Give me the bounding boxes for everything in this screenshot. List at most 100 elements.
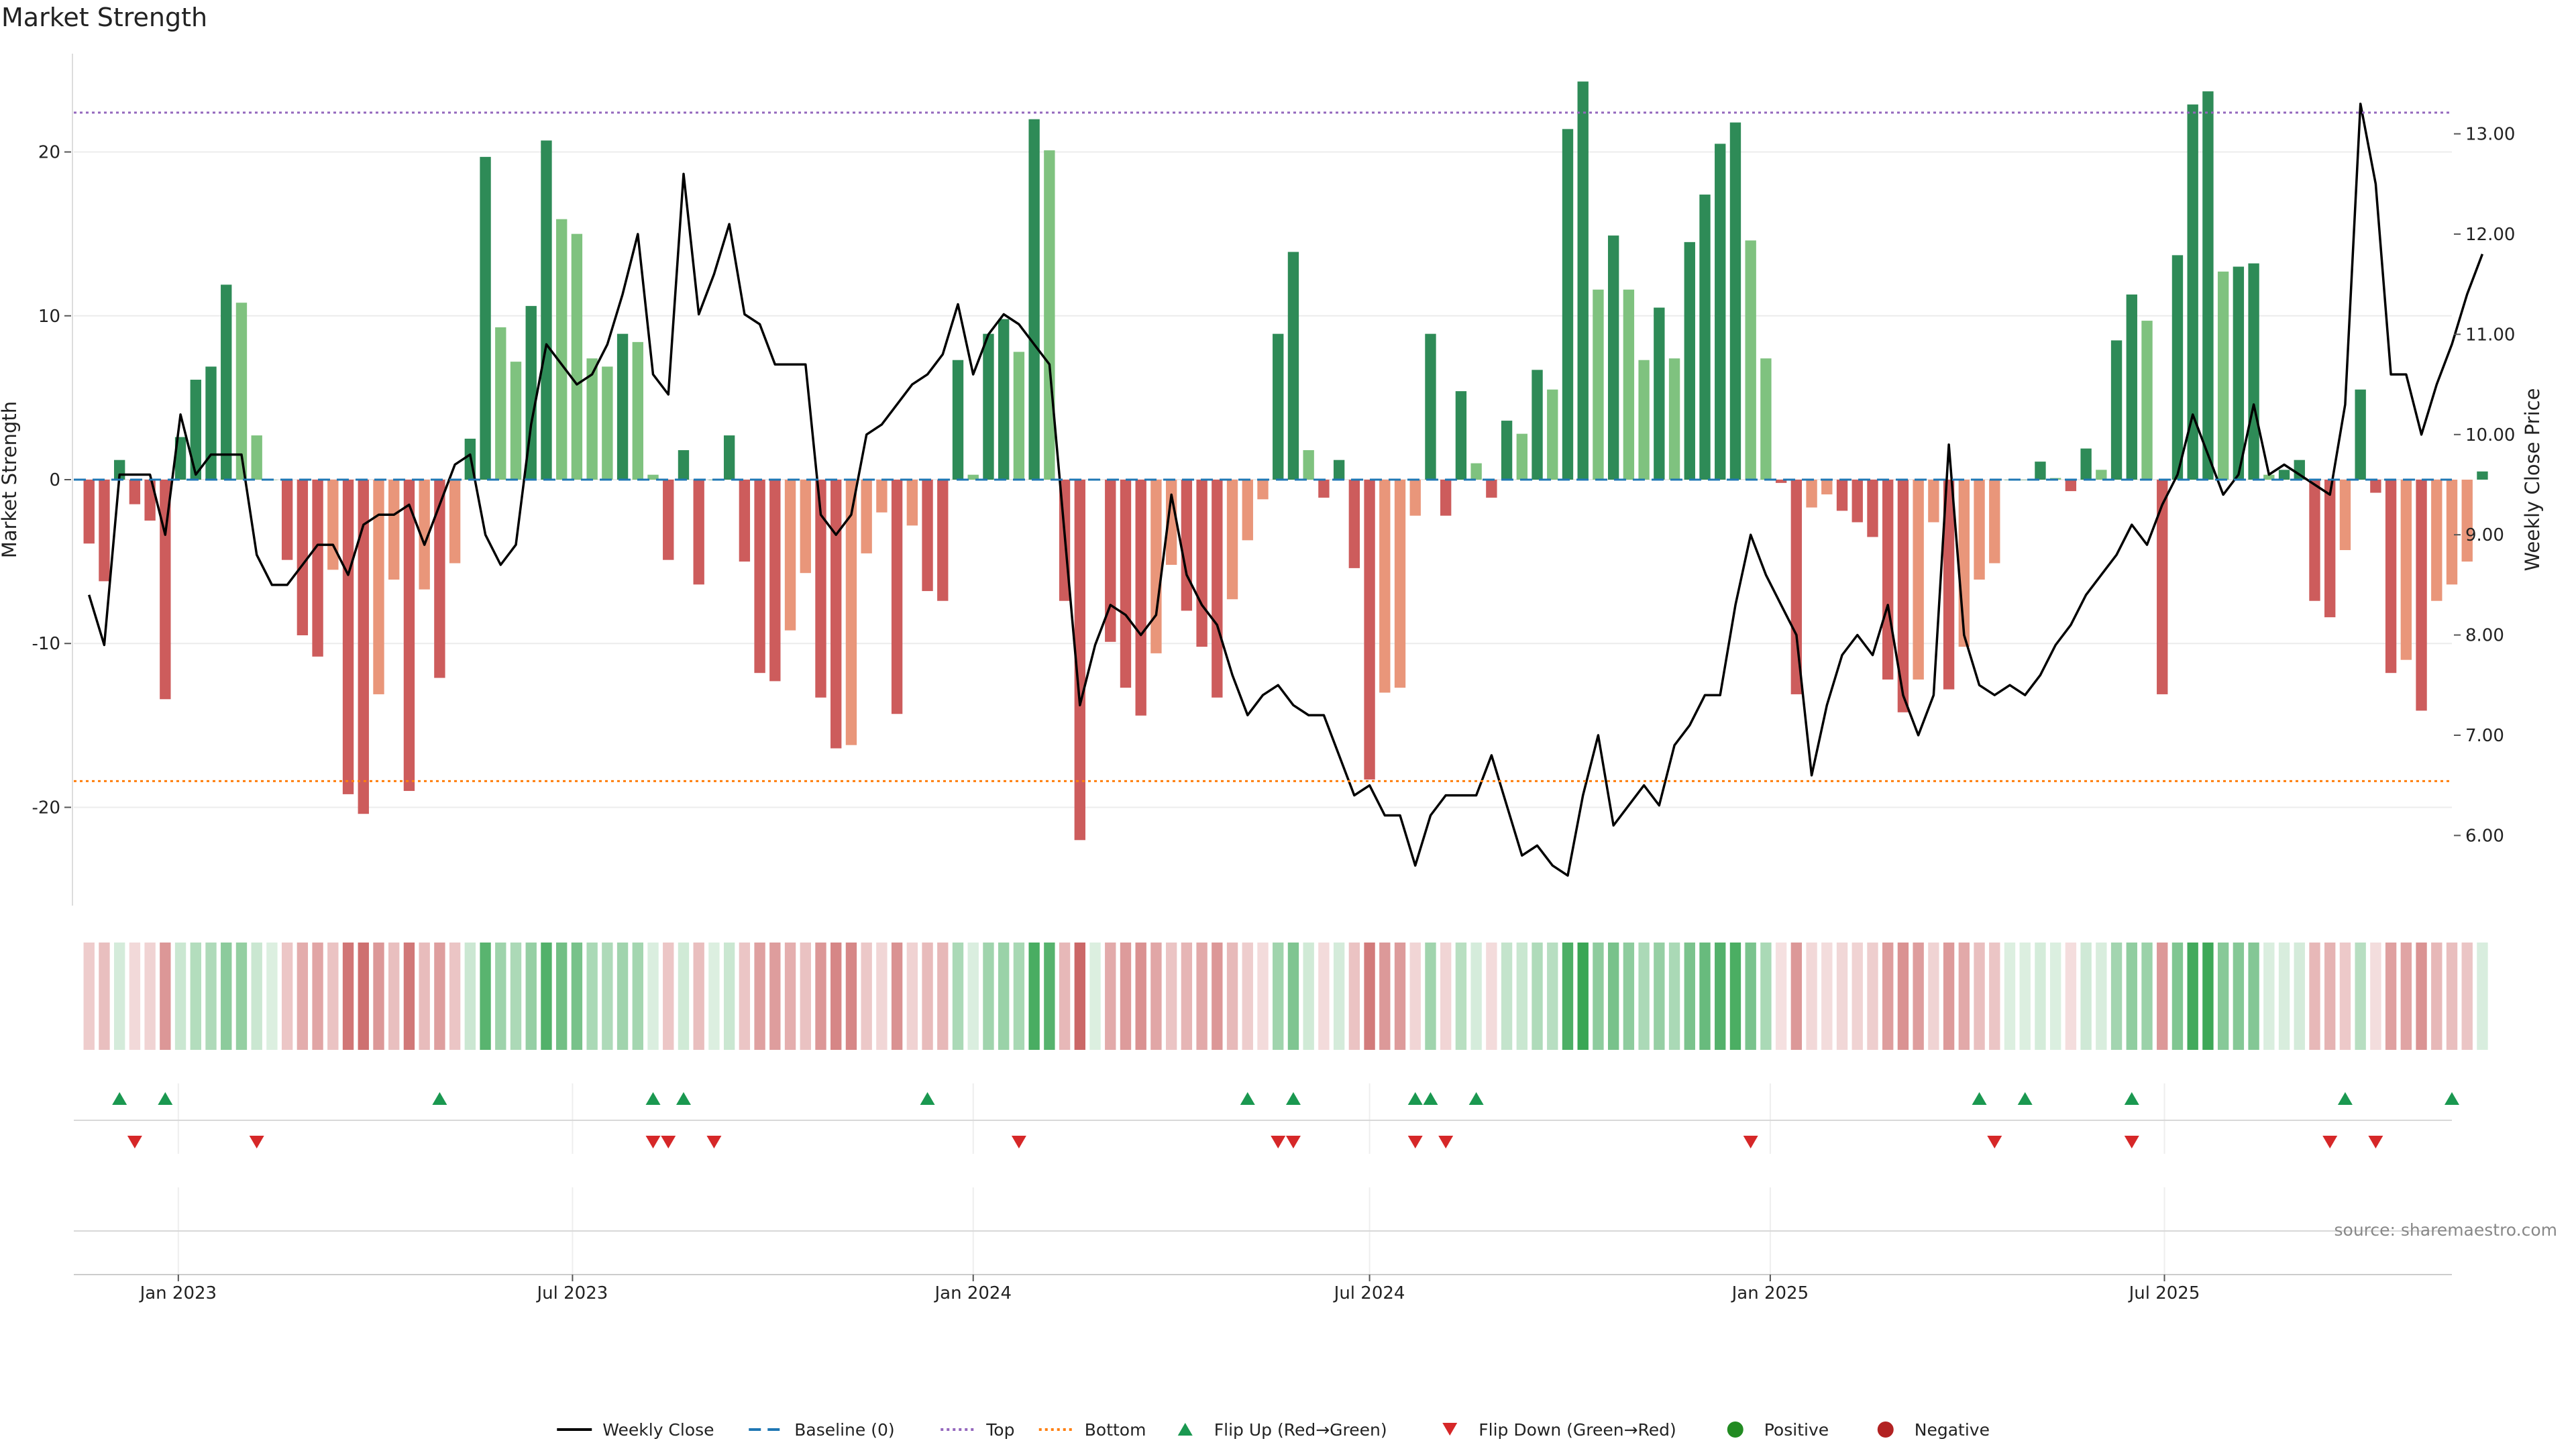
- flip-down-marker: [706, 1136, 722, 1148]
- strength-bar: [358, 480, 369, 814]
- x-tick-label: Jan 2024: [933, 1283, 1012, 1303]
- heat-cell: [1897, 943, 1909, 1050]
- legend-label: Bottom: [1085, 1420, 1146, 1440]
- heat-cell: [1623, 943, 1635, 1050]
- strength-bar: [1775, 480, 1787, 483]
- strength-bar: [555, 219, 568, 480]
- flip-up-marker: [1285, 1092, 1301, 1105]
- heat-cell: [739, 943, 751, 1050]
- axes: -20 -10 0 10 20 6.00 7.00 8.00 9.00 10.00 11.00 12.…: [0, 54, 2544, 906]
- flip-down-marker: [645, 1136, 661, 1148]
- heat-cell: [2416, 943, 2427, 1050]
- strength-bar: [1715, 144, 1726, 480]
- strength-bar: [2446, 480, 2458, 585]
- strength-bar: [1409, 480, 1421, 516]
- heat-cell: [1715, 943, 1726, 1050]
- strength-bar: [1806, 480, 1817, 508]
- heat-cell: [1303, 943, 1314, 1050]
- heat-cell: [388, 943, 400, 1050]
- flip-down-marker: [661, 1136, 676, 1148]
- heat-cell: [510, 943, 522, 1050]
- heat-cell: [190, 943, 201, 1050]
- heat-cell: [129, 943, 141, 1050]
- heat-cell: [2431, 943, 2443, 1050]
- strength-bar: [830, 480, 842, 749]
- flip-down-marker: [127, 1136, 142, 1148]
- heat-cell: [2202, 943, 2214, 1050]
- strength-bar: [525, 306, 537, 480]
- flip-up-marker: [1972, 1092, 1987, 1105]
- heat-cell: [83, 943, 95, 1050]
- heat-cell: [205, 943, 217, 1050]
- x-tick-label: Jul 2024: [1333, 1283, 1405, 1303]
- heat-cell: [861, 943, 872, 1050]
- strength-bar: [2096, 470, 2107, 480]
- heat-cell: [2477, 943, 2488, 1050]
- heat-cell: [1532, 943, 1543, 1050]
- strength-bar: [1593, 289, 1604, 480]
- heat-cell: [800, 943, 811, 1050]
- heat-cell: [1577, 943, 1589, 1050]
- heat-cell: [1928, 943, 1939, 1050]
- strength-bar: [480, 156, 491, 480]
- heat-cell: [1242, 943, 1253, 1050]
- strength-bar: [205, 366, 217, 480]
- heat-cell: [1059, 943, 1071, 1050]
- heat-cell: [967, 943, 979, 1050]
- y2-tick-label: 6.00: [2465, 826, 2504, 846]
- y2-tick-label: 13.00: [2465, 125, 2515, 145]
- strength-bar: [1455, 391, 1467, 480]
- strength-bar: [1440, 480, 1452, 516]
- flip-down-marker: [2124, 1136, 2139, 1148]
- legend-label: Weekly Close: [602, 1420, 714, 1440]
- strength-bar: [2278, 470, 2290, 480]
- strength-bar: [1273, 333, 1284, 480]
- flip-up-marker: [112, 1092, 127, 1105]
- heat-cell: [358, 943, 369, 1050]
- heat-cell: [449, 943, 461, 1050]
- heat-cell: [2248, 943, 2259, 1050]
- heat-cell: [1212, 943, 1223, 1050]
- strength-bar: [1913, 480, 1924, 680]
- strength-bar: [1120, 480, 1132, 688]
- flip-up-marker: [645, 1092, 661, 1105]
- heat-cell: [693, 943, 704, 1050]
- heat-cell: [876, 943, 888, 1050]
- heat-cell: [1790, 943, 1803, 1050]
- strength-bar: [129, 480, 141, 504]
- flip-down-marker: [1743, 1136, 1758, 1148]
- strength-bar: [2202, 91, 2214, 480]
- strength-bar: [2339, 480, 2351, 551]
- heat-cell: [2035, 943, 2046, 1050]
- flip-up-marker: [432, 1092, 447, 1105]
- strength-bar: [1287, 252, 1299, 480]
- heat-cell: [251, 943, 262, 1050]
- strength-bar: [1867, 480, 1878, 537]
- heat-cell: [1226, 943, 1238, 1050]
- heat-cell: [464, 943, 476, 1050]
- heat-cell: [1989, 943, 2000, 1050]
- heat-cell: [2278, 943, 2290, 1050]
- strength-bar: [1303, 450, 1314, 480]
- heat-cell: [2355, 943, 2366, 1050]
- legend: Weekly Close Baseline (0) Top Bottom Flip Up…: [557, 1420, 1990, 1440]
- strength-bar: [1684, 241, 1695, 480]
- flip-down-marker: [1285, 1136, 1301, 1148]
- reference-lines: [74, 111, 2452, 782]
- legend-swatch-positive: [1727, 1421, 1743, 1438]
- strength-bars: [83, 81, 2488, 841]
- strength-bar: [1928, 480, 1939, 523]
- flip-up-marker: [2337, 1092, 2353, 1105]
- strength-bar: [1821, 480, 1833, 494]
- strength-bar: [1318, 480, 1330, 498]
- strength-bar: [1105, 480, 1116, 642]
- source-label: source: sharemaestro.com: [2334, 1220, 2558, 1240]
- heat-cell: [1165, 943, 1177, 1050]
- strength-bar: [739, 480, 751, 562]
- strength-bar: [1547, 389, 1558, 480]
- heat-cell: [373, 943, 384, 1050]
- heat-cell: [1607, 943, 1619, 1050]
- strength-bar: [678, 450, 690, 480]
- flip-up-marker: [2445, 1092, 2459, 1105]
